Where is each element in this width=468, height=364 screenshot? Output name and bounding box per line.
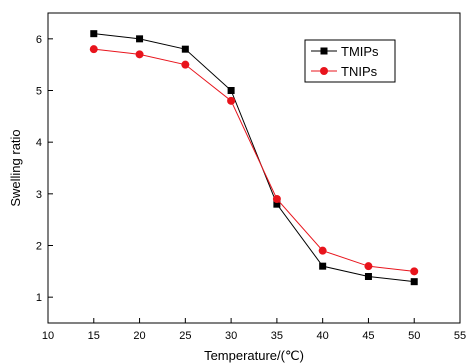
x-tick-label: 25 xyxy=(179,330,191,342)
x-tick-label: 40 xyxy=(317,330,329,342)
data-point-tnips xyxy=(318,246,327,255)
plot-frame xyxy=(47,12,461,324)
y-tick-label: 2 xyxy=(36,241,42,253)
data-point-tmips xyxy=(227,87,235,94)
x-tick-label: 20 xyxy=(133,330,145,342)
data-point-tnips xyxy=(227,96,236,105)
y-tick-label: 3 xyxy=(36,189,42,201)
data-point-tnips xyxy=(89,45,98,54)
data-point-tnips xyxy=(181,60,190,69)
legend-marker-tnips xyxy=(320,67,328,75)
data-point-tmips xyxy=(364,273,372,280)
data-point-tnips xyxy=(364,262,373,271)
data-point-tnips xyxy=(410,267,419,276)
x-axis: 10 15 20 25 30 35 40 45 50 55 xyxy=(42,318,466,342)
y-tick-label: 4 xyxy=(36,137,42,149)
y-axis: 1 2 3 4 5 6 xyxy=(36,34,53,304)
x-tick-label: 35 xyxy=(271,330,283,342)
data-point-tmips xyxy=(136,35,144,43)
data-point-tmips xyxy=(181,45,189,53)
y-tick-label: 6 xyxy=(36,34,42,46)
legend-label-tmips: TMIPs xyxy=(341,44,379,59)
x-tick-label: 55 xyxy=(454,330,466,342)
legend-marker-tmips xyxy=(320,47,328,55)
series-line-tmips xyxy=(93,33,415,283)
x-tick-label: 50 xyxy=(408,330,420,342)
y-tick-label: 5 xyxy=(36,86,42,98)
data-point-tmips xyxy=(273,200,281,208)
y-tick-label: 1 xyxy=(36,292,42,304)
data-point-tnips xyxy=(135,50,144,59)
data-point-tmips xyxy=(410,278,418,286)
legend: TMIPs TNIPs xyxy=(304,39,396,83)
series-line-tnips xyxy=(93,48,415,272)
x-tick-label: 30 xyxy=(225,330,237,342)
data-point-tmips xyxy=(319,262,327,270)
legend-label-tnips: TNIPs xyxy=(341,64,378,79)
legend-box xyxy=(304,39,396,83)
data-point-tmips xyxy=(90,30,98,38)
x-tick-label: 10 xyxy=(42,330,54,342)
data-point-tnips xyxy=(272,195,281,203)
x-axis-title: Temperature/(℃) xyxy=(204,348,304,363)
x-tick-label: 45 xyxy=(362,330,374,342)
series-layer xyxy=(89,30,419,286)
x-tick-label: 15 xyxy=(88,330,100,342)
y-axis-title: Swelling ratio xyxy=(8,129,23,206)
